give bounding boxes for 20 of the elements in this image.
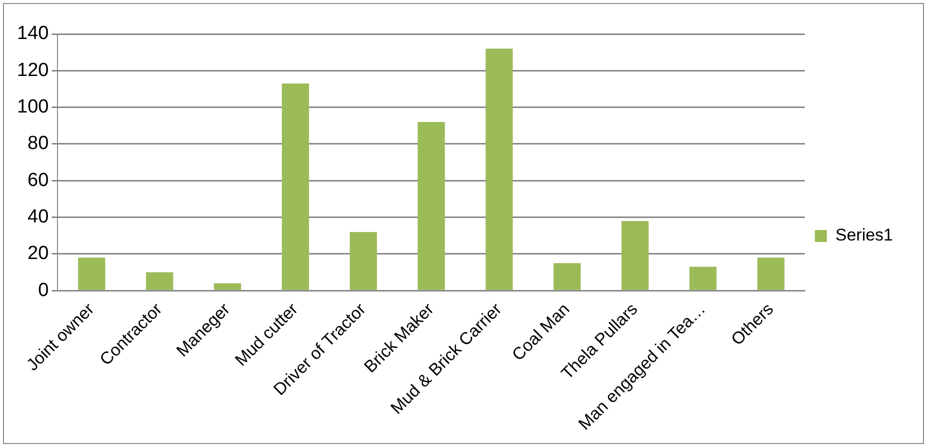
y-tick-label: 40 — [28, 206, 49, 228]
bar — [282, 83, 310, 290]
bar — [78, 258, 106, 290]
bar — [418, 122, 445, 290]
y-tick-label: 20 — [28, 243, 49, 264]
bar — [554, 263, 581, 290]
y-tick-label: 0 — [38, 280, 49, 301]
bar — [214, 283, 242, 290]
y-tick-label: 100 — [17, 96, 49, 118]
y-tick-label: 140 — [17, 23, 49, 44]
y-tick-label: 120 — [17, 60, 49, 81]
bar — [689, 266, 717, 290]
bar — [486, 48, 513, 290]
y-tick-label: 80 — [28, 133, 49, 154]
y-tick-label: 60 — [28, 170, 49, 191]
bar — [146, 272, 174, 290]
bar — [350, 232, 377, 290]
legend-label: Series1 — [835, 226, 893, 245]
bar — [757, 258, 784, 290]
bar — [621, 220, 649, 290]
